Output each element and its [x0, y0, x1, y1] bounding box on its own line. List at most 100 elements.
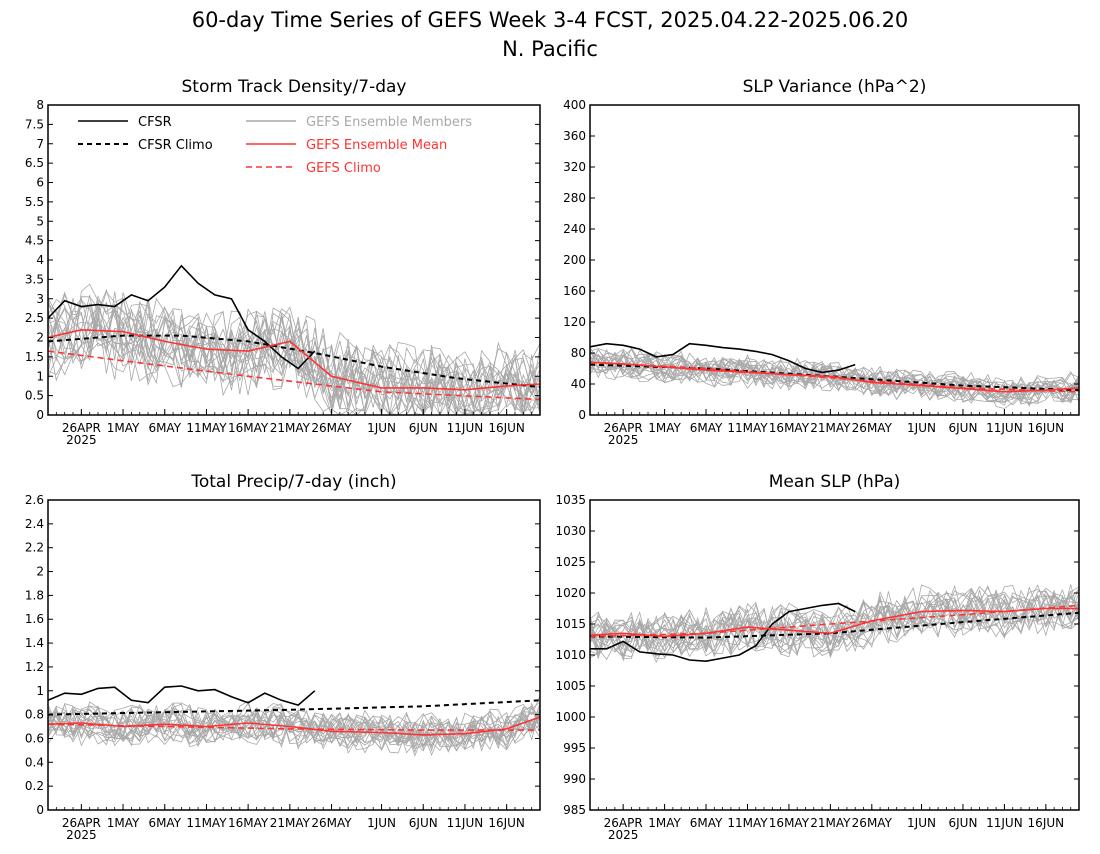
y-tick-label: 1 [36, 369, 44, 383]
x-tick-label: 11MAY [727, 421, 768, 435]
x-tick-label: 1JUN [907, 421, 936, 435]
y-tick-label: 1 [36, 684, 44, 698]
x-year-label: 2025 [608, 828, 639, 842]
y-tick-label: 1020 [555, 586, 586, 600]
member-line [48, 288, 540, 414]
member-line [590, 358, 1079, 407]
x-tick-label: 6JUN [948, 816, 977, 830]
panel-4: Mean SLP (hPa) 985 990 995 1000 1005 1010 1015 1… [555, 472, 1080, 842]
x-tick-label: 1MAY [107, 816, 140, 830]
series-cfsr [590, 342, 856, 374]
panel-title: Total Precip/7-day (inch) [190, 472, 396, 492]
x-tick-label: 21MAY [270, 421, 311, 435]
y-tick-label: 2.4 [25, 517, 44, 531]
x-tick-label: 1JUN [907, 816, 936, 830]
x-tick-label: 16JUN [1028, 816, 1065, 830]
x-tick-label: 1JUN [367, 816, 396, 830]
y-tick-label: 80 [571, 346, 586, 360]
x-tick-label: 26MAY [311, 421, 352, 435]
member-line [48, 707, 540, 754]
y-tick-label: 2 [36, 565, 44, 579]
member-line [48, 291, 540, 414]
member-line [48, 291, 540, 415]
y-tick-label: 1.5 [25, 350, 44, 364]
y-tick-label: 0 [36, 408, 44, 422]
series-gefs-climo [48, 350, 540, 401]
y-tick-label: 0 [578, 408, 586, 422]
series-cfsr-climo [48, 699, 540, 716]
y-tick-label: 1.4 [25, 636, 44, 650]
y-tick-label: 1030 [555, 524, 586, 538]
x-tick-label: 16MAY [769, 816, 810, 830]
member-line [590, 587, 1079, 652]
member-line [590, 356, 1079, 406]
x-tick-label: 1JUN [367, 421, 396, 435]
y-tick-label: 5.5 [25, 195, 44, 209]
plot-frame [47, 104, 541, 416]
panel-title: Storm Track Density/7-day [182, 77, 407, 97]
x-tick-label: 26APR [62, 421, 101, 435]
series-gefs-climo [48, 723, 540, 731]
x-tick-label: 16JUN [488, 816, 525, 830]
y-tick-label: 1000 [555, 710, 586, 724]
x-year-label: 2025 [66, 828, 97, 842]
series-gefs-climo [590, 604, 1079, 638]
x-tick-label: 16MAY [228, 816, 269, 830]
panel-2: SLP Variance (hPa^2) 0 40 80 120 160 200 240 280… [563, 77, 1080, 447]
member-line [48, 307, 540, 415]
y-tick-label: 3.5 [25, 272, 44, 286]
y-tick-label: 4 [36, 253, 44, 267]
legend-label: GEFS Climo [306, 161, 381, 176]
y-tick-label: 0.4 [25, 755, 44, 769]
y-tick-label: 2.2 [25, 541, 44, 555]
x-year-label: 2025 [66, 433, 97, 447]
legend-label: GEFS Ensemble Mean [306, 138, 447, 153]
y-tick-label: 200 [563, 253, 586, 267]
x-tick-label: 11MAY [186, 421, 227, 435]
x-tick-label: 26MAY [852, 816, 893, 830]
y-tick-label: 0.8 [25, 708, 44, 722]
member-line [48, 283, 540, 411]
x-tick-label: 6JUN [409, 421, 438, 435]
series-gefs-ensemble-mean [48, 716, 540, 736]
x-tick-label: 1MAY [107, 421, 140, 435]
x-tick-label: 6JUN [948, 421, 977, 435]
series-gefs-ensemble-mean [48, 328, 540, 391]
y-tick-label: 5 [36, 214, 44, 228]
series-cfsr-climo [48, 334, 540, 389]
plot-area [590, 584, 1079, 663]
panel-1: Storm Track Density/7-day 0 0.5 1 1.5 2 2.5 3 3.… [25, 77, 541, 447]
legend-label: CFSR [138, 115, 172, 130]
member-line [48, 705, 540, 748]
x-tick-label: 16JUN [488, 421, 525, 435]
member-line [48, 700, 540, 741]
figure-title: 60-day Time Series of GEFS Week 3-4 FCST… [192, 8, 909, 32]
y-tick-label: 1035 [555, 493, 586, 507]
panels-group: Storm Track Density/7-day 0 0.5 1 1.5 2 2.5 3 3.… [25, 77, 1080, 842]
y-tick-label: 0.2 [25, 779, 44, 793]
y-tick-label: 40 [571, 377, 586, 391]
y-tick-label: 7 [36, 137, 44, 151]
x-tick-label: 1MAY [648, 816, 681, 830]
x-tick-label: 6JUN [409, 816, 438, 830]
plot-area [48, 685, 540, 757]
panel-title: Mean SLP (hPa) [769, 472, 901, 492]
x-tick-label: 26APR [62, 816, 101, 830]
x-tick-label: 16MAY [769, 421, 810, 435]
y-tick-label: 1.8 [25, 588, 44, 602]
member-line [590, 590, 1079, 656]
member-line [590, 597, 1079, 660]
series-cfsr [48, 685, 316, 706]
x-tick-label: 11MAY [727, 816, 768, 830]
x-year-label: 2025 [608, 433, 639, 447]
y-tick-label: 1025 [555, 555, 586, 569]
plot-area [590, 342, 1079, 409]
y-tick-label: 0 [36, 803, 44, 817]
y-tick-label: 985 [563, 803, 586, 817]
legend-label: GEFS Ensemble Members [306, 115, 472, 130]
x-tick-label: 6MAY [690, 421, 723, 435]
y-tick-label: 1.6 [25, 612, 44, 626]
x-tick-label: 26MAY [852, 421, 893, 435]
